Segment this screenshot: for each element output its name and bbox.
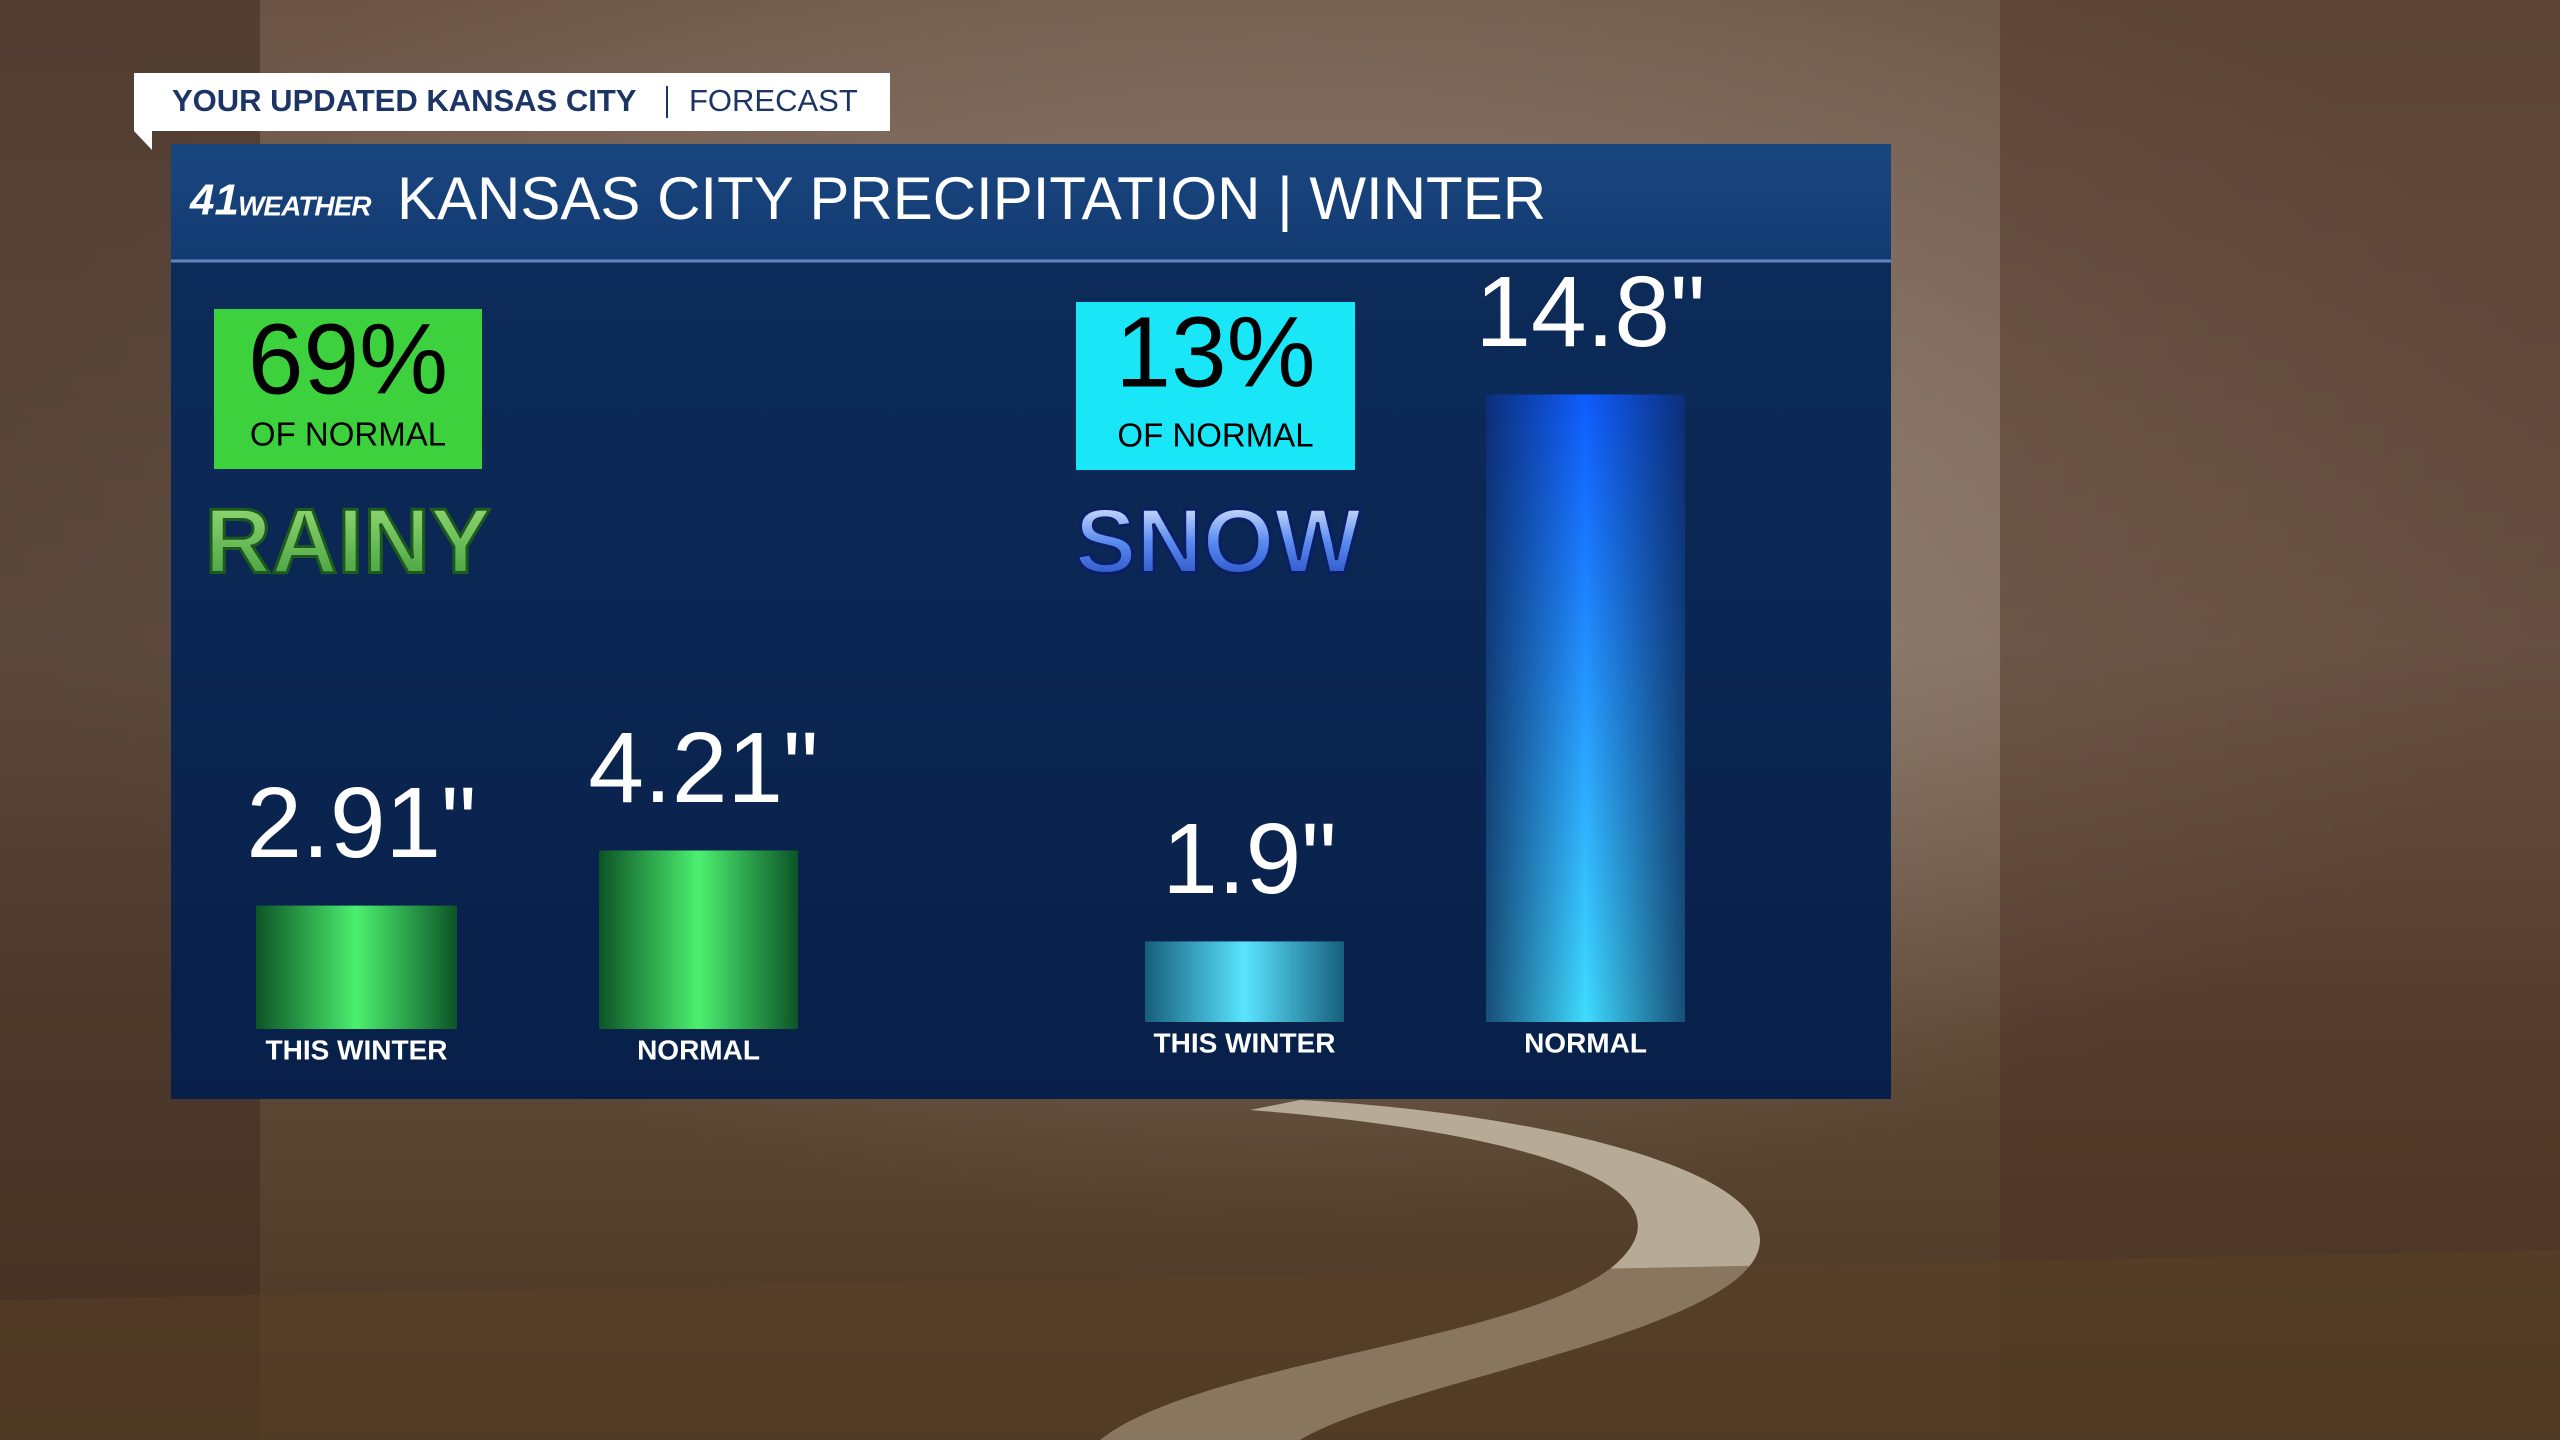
bar-shade bbox=[1486, 394, 1685, 1023]
bar bbox=[1145, 941, 1344, 1022]
banner bbox=[134, 73, 890, 131]
banner-segment: FORECAST bbox=[689, 83, 858, 118]
category-label: SNOW bbox=[1075, 490, 1361, 592]
badge-value: 69% bbox=[248, 303, 448, 415]
badge-value: 13% bbox=[1115, 296, 1315, 408]
value-label: 2.91" bbox=[246, 767, 476, 879]
value-label: 1.9" bbox=[1162, 803, 1337, 915]
logo-brand: WEATHER bbox=[238, 190, 372, 221]
x-tick-label: NORMAL bbox=[637, 1034, 760, 1065]
badge bbox=[214, 309, 482, 469]
panel-header bbox=[171, 144, 1891, 261]
category-label: RAINY bbox=[205, 490, 491, 592]
logo-number: 41 bbox=[189, 176, 239, 225]
ground bbox=[0, 1250, 2560, 1440]
value-label: 14.8" bbox=[1475, 256, 1705, 368]
banner-tail bbox=[134, 131, 152, 150]
x-tick-label: NORMAL bbox=[1524, 1027, 1647, 1058]
trees-right bbox=[2000, 0, 2560, 1440]
x-tick-label: THIS WINTER bbox=[266, 1034, 448, 1065]
bar bbox=[256, 905, 457, 1029]
bar bbox=[599, 850, 798, 1029]
value-label: 4.21" bbox=[588, 712, 818, 824]
badge bbox=[1076, 302, 1355, 470]
x-tick-label: THIS WINTER bbox=[1154, 1027, 1336, 1058]
chart-title: KANSAS CITY PRECIPITATION | WINTER bbox=[397, 165, 1546, 232]
badge-caption: OF NORMAL bbox=[1117, 417, 1313, 454]
badge-caption: OF NORMAL bbox=[250, 416, 446, 453]
banner-show: YOUR UPDATED KANSAS CITY bbox=[172, 83, 637, 118]
